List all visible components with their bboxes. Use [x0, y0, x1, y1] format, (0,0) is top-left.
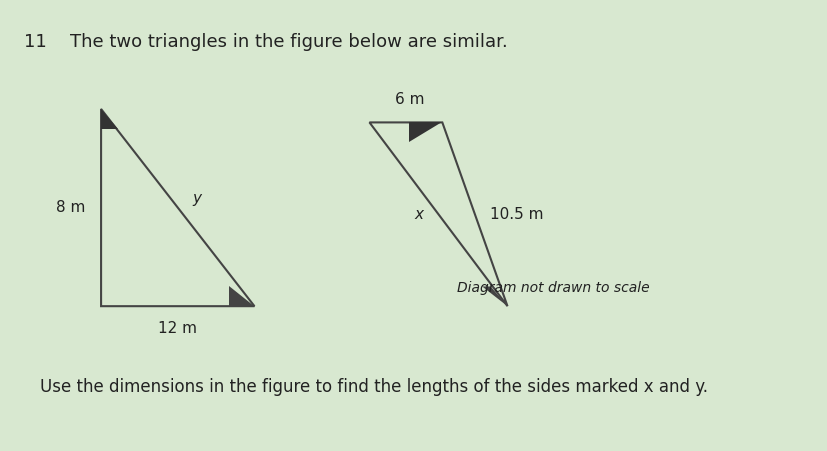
Text: 12 m: 12 m — [158, 321, 197, 336]
Polygon shape — [408, 122, 442, 142]
Text: 8 m: 8 m — [55, 200, 85, 215]
Text: Use the dimensions in the figure to find the lengths of the sides marked x and y: Use the dimensions in the figure to find… — [40, 378, 707, 396]
Text: 10.5 m: 10.5 m — [490, 207, 543, 222]
Text: 6 m: 6 m — [394, 92, 424, 107]
Polygon shape — [481, 286, 507, 306]
Text: 11: 11 — [24, 33, 47, 51]
Text: The two triangles in the figure below are similar.: The two triangles in the figure below ar… — [70, 33, 508, 51]
Text: y: y — [192, 191, 201, 206]
Polygon shape — [229, 286, 254, 306]
Polygon shape — [101, 109, 117, 129]
Text: x: x — [414, 207, 423, 222]
Text: Diagram not drawn to scale: Diagram not drawn to scale — [457, 281, 649, 295]
